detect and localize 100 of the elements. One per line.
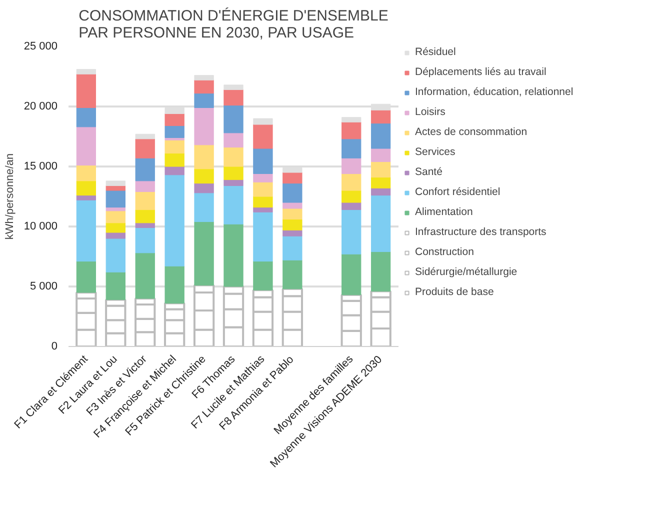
bar (224, 105, 244, 134)
bar (253, 182, 273, 197)
bar (224, 185, 244, 224)
legend-label: Sidérurgie/métallurgie (415, 266, 518, 278)
legend-label: Santé (415, 166, 442, 178)
bar (282, 219, 302, 230)
bar (253, 118, 273, 125)
legend-label: Produits de base (415, 286, 494, 298)
bar (282, 208, 302, 220)
bar (106, 232, 126, 239)
bar (342, 138, 362, 158)
legend-label: Services (415, 146, 456, 158)
bar (106, 272, 126, 300)
bar (135, 209, 155, 224)
bar (342, 117, 362, 122)
bar (282, 236, 302, 260)
bar (164, 166, 184, 176)
bar (370, 188, 391, 196)
bar (342, 122, 362, 140)
bar (370, 251, 391, 292)
bar (164, 113, 184, 126)
bar (194, 221, 214, 286)
bar (194, 75, 214, 80)
bar (194, 168, 214, 184)
bar (282, 172, 302, 184)
bar (194, 93, 214, 108)
y-tick-label: 5 000 (30, 280, 58, 292)
bar (370, 161, 391, 178)
y-tick-label: 15 000 (24, 160, 58, 172)
bar (194, 144, 214, 170)
bar (164, 140, 184, 154)
bar (282, 230, 302, 236)
bar (135, 180, 155, 192)
bar (76, 74, 96, 108)
bar (370, 177, 391, 188)
bar (135, 222, 155, 228)
bar (253, 148, 273, 174)
chart-title: CONSOMMATION D'ÉNERGIE D'ENSEMBLE PAR PERSONNE EN 2030, PAR USAGE (78, 6, 388, 42)
bar (106, 180, 126, 186)
bar (224, 84, 244, 90)
legend-label: Déplacements liés au travail (415, 66, 546, 78)
bar (253, 173, 273, 182)
bar (282, 167, 302, 173)
legend-label: Construction (415, 246, 474, 258)
bar (370, 148, 391, 162)
bar (253, 207, 273, 212)
y-tick-label: 0 (51, 340, 58, 352)
legend-label: Résiduel (415, 46, 456, 58)
y-axis-title: kWh/personne/an (4, 153, 16, 240)
bar (164, 174, 184, 266)
bar (370, 195, 391, 252)
bar (135, 134, 155, 140)
bar (106, 185, 126, 191)
y-tick-label: 10 000 (24, 220, 58, 232)
bar (224, 166, 244, 180)
bar (135, 158, 155, 182)
bar (106, 238, 126, 272)
bar (106, 222, 126, 233)
legend-label: Actes de consommation (415, 126, 528, 138)
bar (224, 132, 244, 148)
bar (194, 107, 214, 146)
legend-label: Confort résidentiel (415, 186, 500, 198)
bar (76, 126, 96, 166)
bar (164, 266, 184, 304)
bar (76, 200, 96, 262)
bar (224, 147, 244, 167)
y-tick-label: 20 000 (24, 100, 58, 112)
bar (224, 224, 244, 287)
bar (370, 110, 391, 124)
bar (135, 227, 155, 254)
legend-label: Alimentation (415, 206, 473, 218)
legend-label: Infrastructure des transports (415, 226, 546, 238)
bar (342, 209, 362, 254)
bar (76, 69, 96, 74)
bar (194, 183, 214, 194)
bar (282, 260, 302, 290)
bar (164, 153, 184, 167)
bar (253, 196, 273, 208)
y-tick-label: 25 000 (24, 40, 58, 52)
bar (76, 195, 96, 200)
legend-label: Loisirs (415, 106, 446, 118)
bar (370, 123, 391, 149)
bar (342, 190, 362, 203)
bar (164, 125, 184, 138)
bar (106, 190, 126, 208)
bar (76, 180, 96, 196)
bar (253, 124, 273, 149)
bar (282, 202, 302, 209)
bar (135, 138, 155, 158)
bar (76, 165, 96, 182)
legend-label: Information, éducation, relationnel (415, 86, 574, 98)
bar (224, 89, 244, 106)
bar (106, 210, 126, 224)
bar (135, 252, 155, 299)
bar (224, 179, 244, 186)
bar (194, 192, 214, 222)
bar (194, 80, 214, 94)
bar (135, 191, 155, 210)
bar (342, 158, 362, 174)
bar (253, 261, 273, 290)
